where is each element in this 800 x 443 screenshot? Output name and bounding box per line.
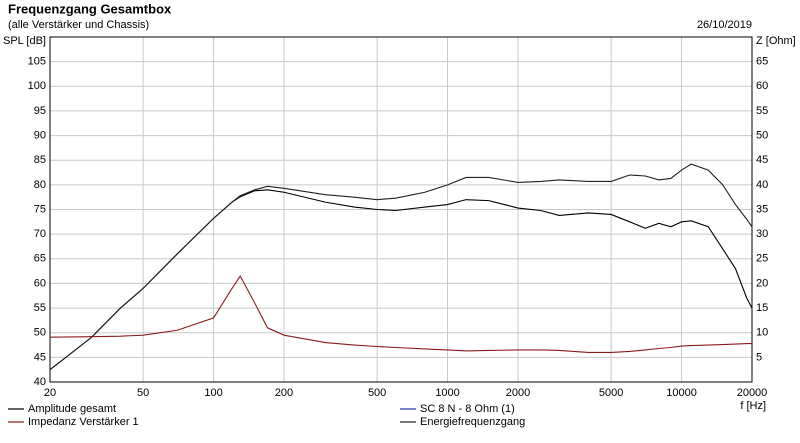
x-tick-label: 1000 [435, 387, 459, 399]
x-tick-label: 2000 [506, 387, 530, 399]
y-tick-label: 55 [34, 302, 46, 314]
chart-date: 26/10/2019 [697, 19, 752, 31]
y-tick-label: 105 [28, 56, 46, 68]
y2-tick-label: 40 [756, 179, 768, 191]
x-tick-label: 5000 [599, 387, 623, 399]
x-tick-label: 10000 [666, 387, 697, 399]
series-line [49, 189, 753, 371]
y-tick-label: 70 [34, 228, 46, 240]
legend-label: SC 8 N - 8 Ohm (1) [420, 403, 515, 415]
y-tick-label: 75 [34, 203, 46, 215]
chart-title: Frequenzgang Gesamtbox [8, 1, 172, 16]
y-tick-label: 80 [34, 179, 46, 191]
y-tick-label: 85 [34, 154, 46, 166]
y2-tick-label: 15 [756, 302, 768, 314]
y-tick-label: 65 [34, 253, 46, 265]
y2-tick-label: 65 [756, 56, 768, 68]
series-line [49, 163, 753, 371]
y2-tick-label: 25 [756, 253, 768, 265]
x-tick-label: 20 [44, 387, 56, 399]
y2-tick-label: 55 [756, 105, 768, 117]
plot-frame [49, 36, 753, 383]
y2-tick-label: 10 [756, 327, 768, 339]
x-tick-label: 50 [137, 387, 149, 399]
y2-tick-label: 50 [756, 129, 768, 141]
y-tick-label: 60 [34, 277, 46, 289]
y2-tick-label: 5 [756, 351, 762, 363]
y-axis-label: SPL [dB] [3, 35, 46, 47]
x-tick-label: 500 [368, 387, 386, 399]
legend-label: Energiefrequenzgang [420, 416, 525, 428]
y2-tick-label: 20 [756, 277, 768, 289]
x-tick-label: 20000 [737, 387, 768, 399]
y-tick-label: 95 [34, 105, 46, 117]
y2-tick-label: 30 [756, 228, 768, 240]
legend-label: Amplitude gesamt [28, 403, 116, 415]
legend-label: Impedanz Verstärker 1 [28, 416, 139, 428]
x-tick-label: 100 [204, 387, 222, 399]
y2-tick-label: 35 [756, 203, 768, 215]
y2-axis-label: Z [Ohm] [756, 35, 796, 47]
chart-subtitle: (alle Verstärker und Chassis) [8, 19, 149, 31]
y2-tick-label: 60 [756, 80, 768, 92]
y-tick-label: 45 [34, 351, 46, 363]
y-tick-label: 40 [34, 376, 46, 388]
y-tick-label: 90 [34, 129, 46, 141]
y-tick-label: 100 [28, 80, 46, 92]
x-axis-label: f [Hz] [740, 400, 766, 412]
series-line [49, 274, 752, 353]
y-tick-label: 50 [34, 327, 46, 339]
y2-tick-label: 45 [756, 154, 768, 166]
x-tick-label: 200 [275, 387, 293, 399]
